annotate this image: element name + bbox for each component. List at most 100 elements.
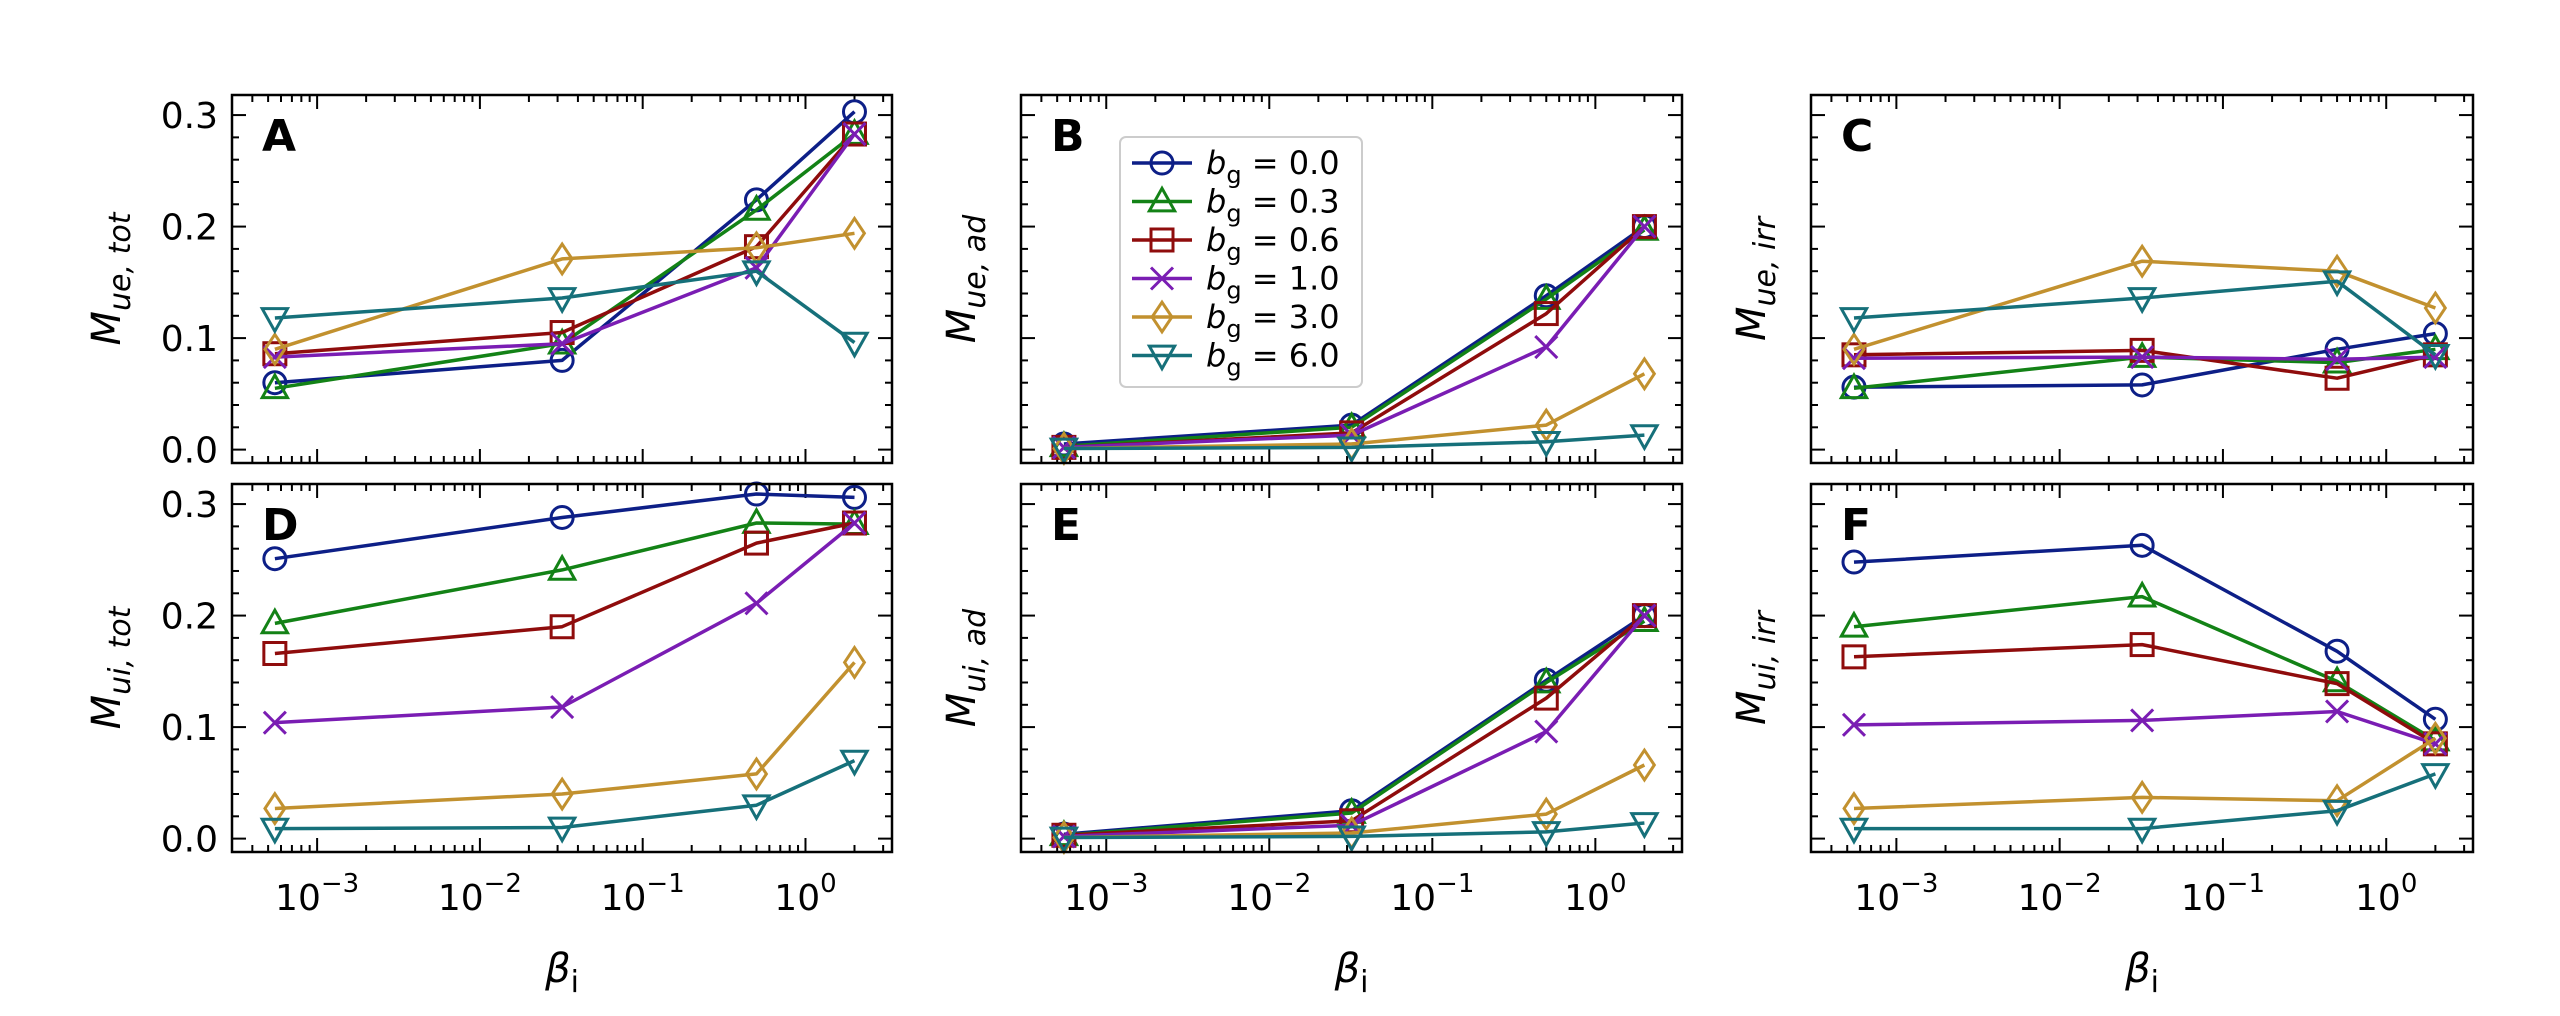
series-line — [1841, 532, 2448, 732]
xtick-label: 100 — [2355, 869, 2417, 919]
data-point — [550, 241, 574, 277]
ytick-label: 0.3 — [161, 485, 218, 526]
xtick-label: 100 — [1564, 869, 1626, 919]
xtick-label: 10−1 — [601, 869, 685, 919]
legend-entry: bg = 0.0 — [1132, 144, 1340, 189]
data-point — [743, 530, 769, 556]
series-line — [262, 481, 867, 572]
series-path — [1854, 772, 2437, 831]
series-path — [1063, 821, 1645, 840]
series-path — [274, 269, 856, 345]
tick-marks — [1810, 95, 2473, 463]
data-point — [841, 510, 867, 536]
series-line — [262, 510, 867, 667]
legend-entry: bg = 3.0 — [1132, 298, 1340, 343]
legend-marker — [1149, 150, 1175, 176]
data-point — [2325, 347, 2350, 372]
series-path — [1063, 225, 1646, 450]
legend-label: bg = 1.0 — [1206, 260, 1340, 305]
series-path — [1853, 543, 2437, 721]
data-point — [1534, 407, 1558, 443]
data-point — [263, 790, 287, 827]
legend-entry: bg = 0.3 — [1132, 183, 1340, 228]
data-point — [262, 710, 287, 735]
series-line — [263, 644, 867, 827]
legend-entry: bg = 0.6 — [1132, 221, 1340, 266]
legend-label: bg = 0.6 — [1206, 221, 1340, 266]
data-point — [2325, 783, 2349, 819]
series-line — [259, 260, 870, 359]
panel-d: D 0.0 0.1 0.2 0.3 Mui, tot 10−3 10−2 10−1 100 βi — [84, 481, 894, 1000]
data-point — [1534, 796, 1558, 832]
data-point — [262, 345, 287, 370]
ytick-label: 0.2 — [161, 208, 218, 249]
panel-letter: A — [262, 111, 296, 162]
data-point — [1841, 644, 1867, 670]
panel-letter: E — [1051, 500, 1081, 551]
data-point — [741, 193, 772, 221]
data-point — [2130, 345, 2155, 370]
data-point — [1841, 549, 1867, 575]
data-point — [839, 749, 870, 777]
series-path — [274, 231, 855, 351]
series-path — [1853, 259, 2437, 351]
data-point — [259, 607, 291, 635]
xtick-label: 10−2 — [438, 869, 522, 919]
data-point — [1531, 821, 1562, 849]
series-path — [274, 110, 856, 385]
panel-e: E Mui, ad 10−3 10−2 10−1 100 βi — [939, 482, 1684, 1000]
series-path — [1063, 614, 1646, 838]
series-line — [1842, 720, 2448, 827]
data-point — [1842, 790, 1866, 827]
series-path — [1063, 228, 1646, 449]
data-point — [1631, 603, 1657, 629]
ytick-label: 0.2 — [161, 597, 218, 638]
data-point — [841, 121, 867, 147]
data-point — [546, 287, 578, 315]
data-point — [262, 370, 288, 396]
xtick-label: 10−1 — [2181, 869, 2265, 919]
data-point — [842, 121, 867, 147]
data-point — [2129, 372, 2155, 398]
series-line — [1048, 424, 1660, 465]
data-point — [2129, 532, 2155, 558]
y-axis-label: Mui, irr — [1729, 609, 1783, 725]
series-path — [1063, 225, 1646, 446]
data-point — [2321, 799, 2353, 828]
series-line — [1842, 243, 2448, 367]
data-point — [1336, 436, 1367, 464]
data-point — [550, 776, 574, 812]
data-point — [2130, 779, 2154, 815]
tick-marks — [231, 95, 892, 463]
series-path — [274, 132, 856, 359]
data-point — [1632, 356, 1657, 392]
data-point — [1631, 214, 1657, 240]
plot-frame — [230, 93, 894, 465]
panel-c: C Mue, irr — [1729, 93, 2475, 465]
plot-frame — [1019, 93, 1684, 465]
ytick-label: 0.0 — [161, 820, 218, 861]
series-path — [274, 661, 856, 811]
data-point — [1534, 719, 1559, 744]
series-path — [1063, 614, 1646, 839]
plot-frame — [1019, 482, 1684, 854]
data-point — [741, 260, 772, 288]
legend: bg = 0.0bg = 0.3bg = 0.6bg = 1.0bg = 3.0… — [1119, 136, 1363, 388]
x-axis-label: βi — [1334, 946, 1369, 1000]
ytick-label: 0.1 — [161, 708, 218, 749]
data-point — [2129, 337, 2155, 363]
legend-entry: bg = 1.0 — [1132, 260, 1340, 305]
data-point — [1632, 747, 1657, 783]
y-axis-label: Mue, ad — [939, 214, 993, 343]
series-path — [274, 521, 855, 626]
data-point — [1336, 825, 1367, 853]
legend-marker — [1150, 299, 1174, 335]
data-point — [2324, 671, 2350, 697]
series-path — [274, 521, 856, 725]
series-path — [1853, 709, 2436, 746]
data-point — [2126, 287, 2158, 315]
data-point — [546, 816, 578, 844]
series-path — [274, 759, 856, 831]
series-line — [263, 215, 867, 367]
